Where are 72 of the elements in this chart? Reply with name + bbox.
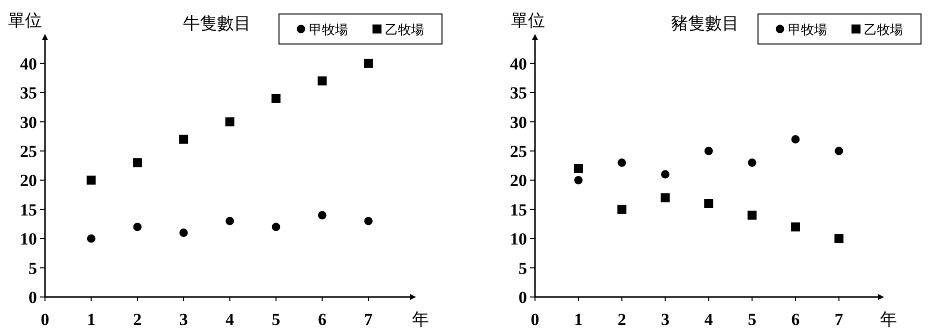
y-tick-label: 10 bbox=[510, 230, 527, 249]
point bbox=[132, 158, 142, 168]
legend-label: 乙牧場 bbox=[864, 23, 903, 38]
x-tick-label: 0 bbox=[40, 310, 50, 329]
point bbox=[272, 94, 281, 103]
point bbox=[748, 210, 757, 220]
point bbox=[272, 222, 280, 232]
y-axis-title: 單位 bbox=[511, 11, 545, 31]
y-tick-label: 5 bbox=[28, 258, 37, 278]
x-tick-label: 1 bbox=[86, 310, 96, 329]
point bbox=[318, 76, 327, 86]
x-tick-label: 3 bbox=[179, 310, 188, 329]
point bbox=[574, 176, 583, 184]
point bbox=[617, 204, 626, 214]
y-tick-label: 15 bbox=[20, 200, 37, 220]
point bbox=[364, 58, 373, 68]
y-tick-label: 35 bbox=[510, 84, 527, 103]
point bbox=[660, 193, 670, 202]
x-axis-title: 年 bbox=[412, 310, 429, 330]
legend-label: 甲牧場 bbox=[788, 23, 827, 38]
x-tick-label: 4 bbox=[226, 310, 235, 329]
point bbox=[318, 211, 326, 220]
point bbox=[364, 216, 373, 226]
y-tick-label: 15 bbox=[510, 200, 527, 220]
y-tick-label: 20 bbox=[510, 171, 527, 190]
chart-title: 豬隻數目 bbox=[671, 14, 739, 34]
y-tick-label: 25 bbox=[510, 142, 527, 161]
y-tick-label: 40 bbox=[510, 54, 527, 74]
x-tick-label: 5 bbox=[272, 310, 280, 329]
legend-label: 甲牧場 bbox=[309, 23, 348, 38]
chart-title: 牛隻數目 bbox=[183, 14, 251, 34]
y-tick-label: 25 bbox=[20, 142, 37, 161]
legend-label: 乙牧場 bbox=[385, 23, 424, 38]
y-tick-label: 40 bbox=[20, 54, 37, 74]
y-tick-label: 20 bbox=[20, 171, 37, 190]
point bbox=[86, 176, 96, 185]
x-axis-title: 年 bbox=[880, 310, 897, 330]
point bbox=[834, 234, 844, 244]
point bbox=[661, 170, 670, 179]
y-tick-label: 5 bbox=[518, 258, 527, 278]
y-tick-label: 0 bbox=[518, 288, 527, 307]
point bbox=[618, 158, 626, 167]
x-tick-label: 4 bbox=[704, 310, 714, 329]
x-tick-label: 6 bbox=[318, 310, 326, 329]
point bbox=[226, 216, 234, 226]
point bbox=[179, 134, 188, 144]
point bbox=[574, 164, 583, 173]
x-tick-label: 5 bbox=[748, 310, 756, 329]
point bbox=[225, 117, 234, 126]
x-tick-label: 2 bbox=[618, 310, 626, 329]
x-tick-label: 7 bbox=[364, 310, 374, 329]
point bbox=[179, 228, 188, 237]
point bbox=[704, 146, 713, 156]
x-tick-label: 1 bbox=[574, 310, 583, 329]
point bbox=[748, 158, 756, 167]
y-tick-label: 35 bbox=[20, 84, 37, 103]
point bbox=[133, 222, 142, 232]
x-tick-label: 3 bbox=[661, 310, 670, 329]
x-tick-label: 6 bbox=[791, 310, 800, 329]
x-tick-label: 7 bbox=[834, 310, 844, 329]
x-tick-label: 0 bbox=[530, 310, 540, 329]
point bbox=[791, 135, 800, 144]
point bbox=[791, 222, 800, 232]
y-tick-label: 0 bbox=[28, 288, 37, 307]
x-tick-label: 2 bbox=[133, 310, 142, 329]
y-axis-title: 單位 bbox=[8, 11, 42, 31]
point bbox=[704, 199, 714, 208]
point bbox=[87, 234, 96, 243]
point bbox=[834, 146, 844, 156]
y-tick-label: 30 bbox=[510, 112, 527, 132]
y-tick-label: 30 bbox=[20, 112, 37, 132]
y-tick-label: 10 bbox=[20, 230, 37, 249]
